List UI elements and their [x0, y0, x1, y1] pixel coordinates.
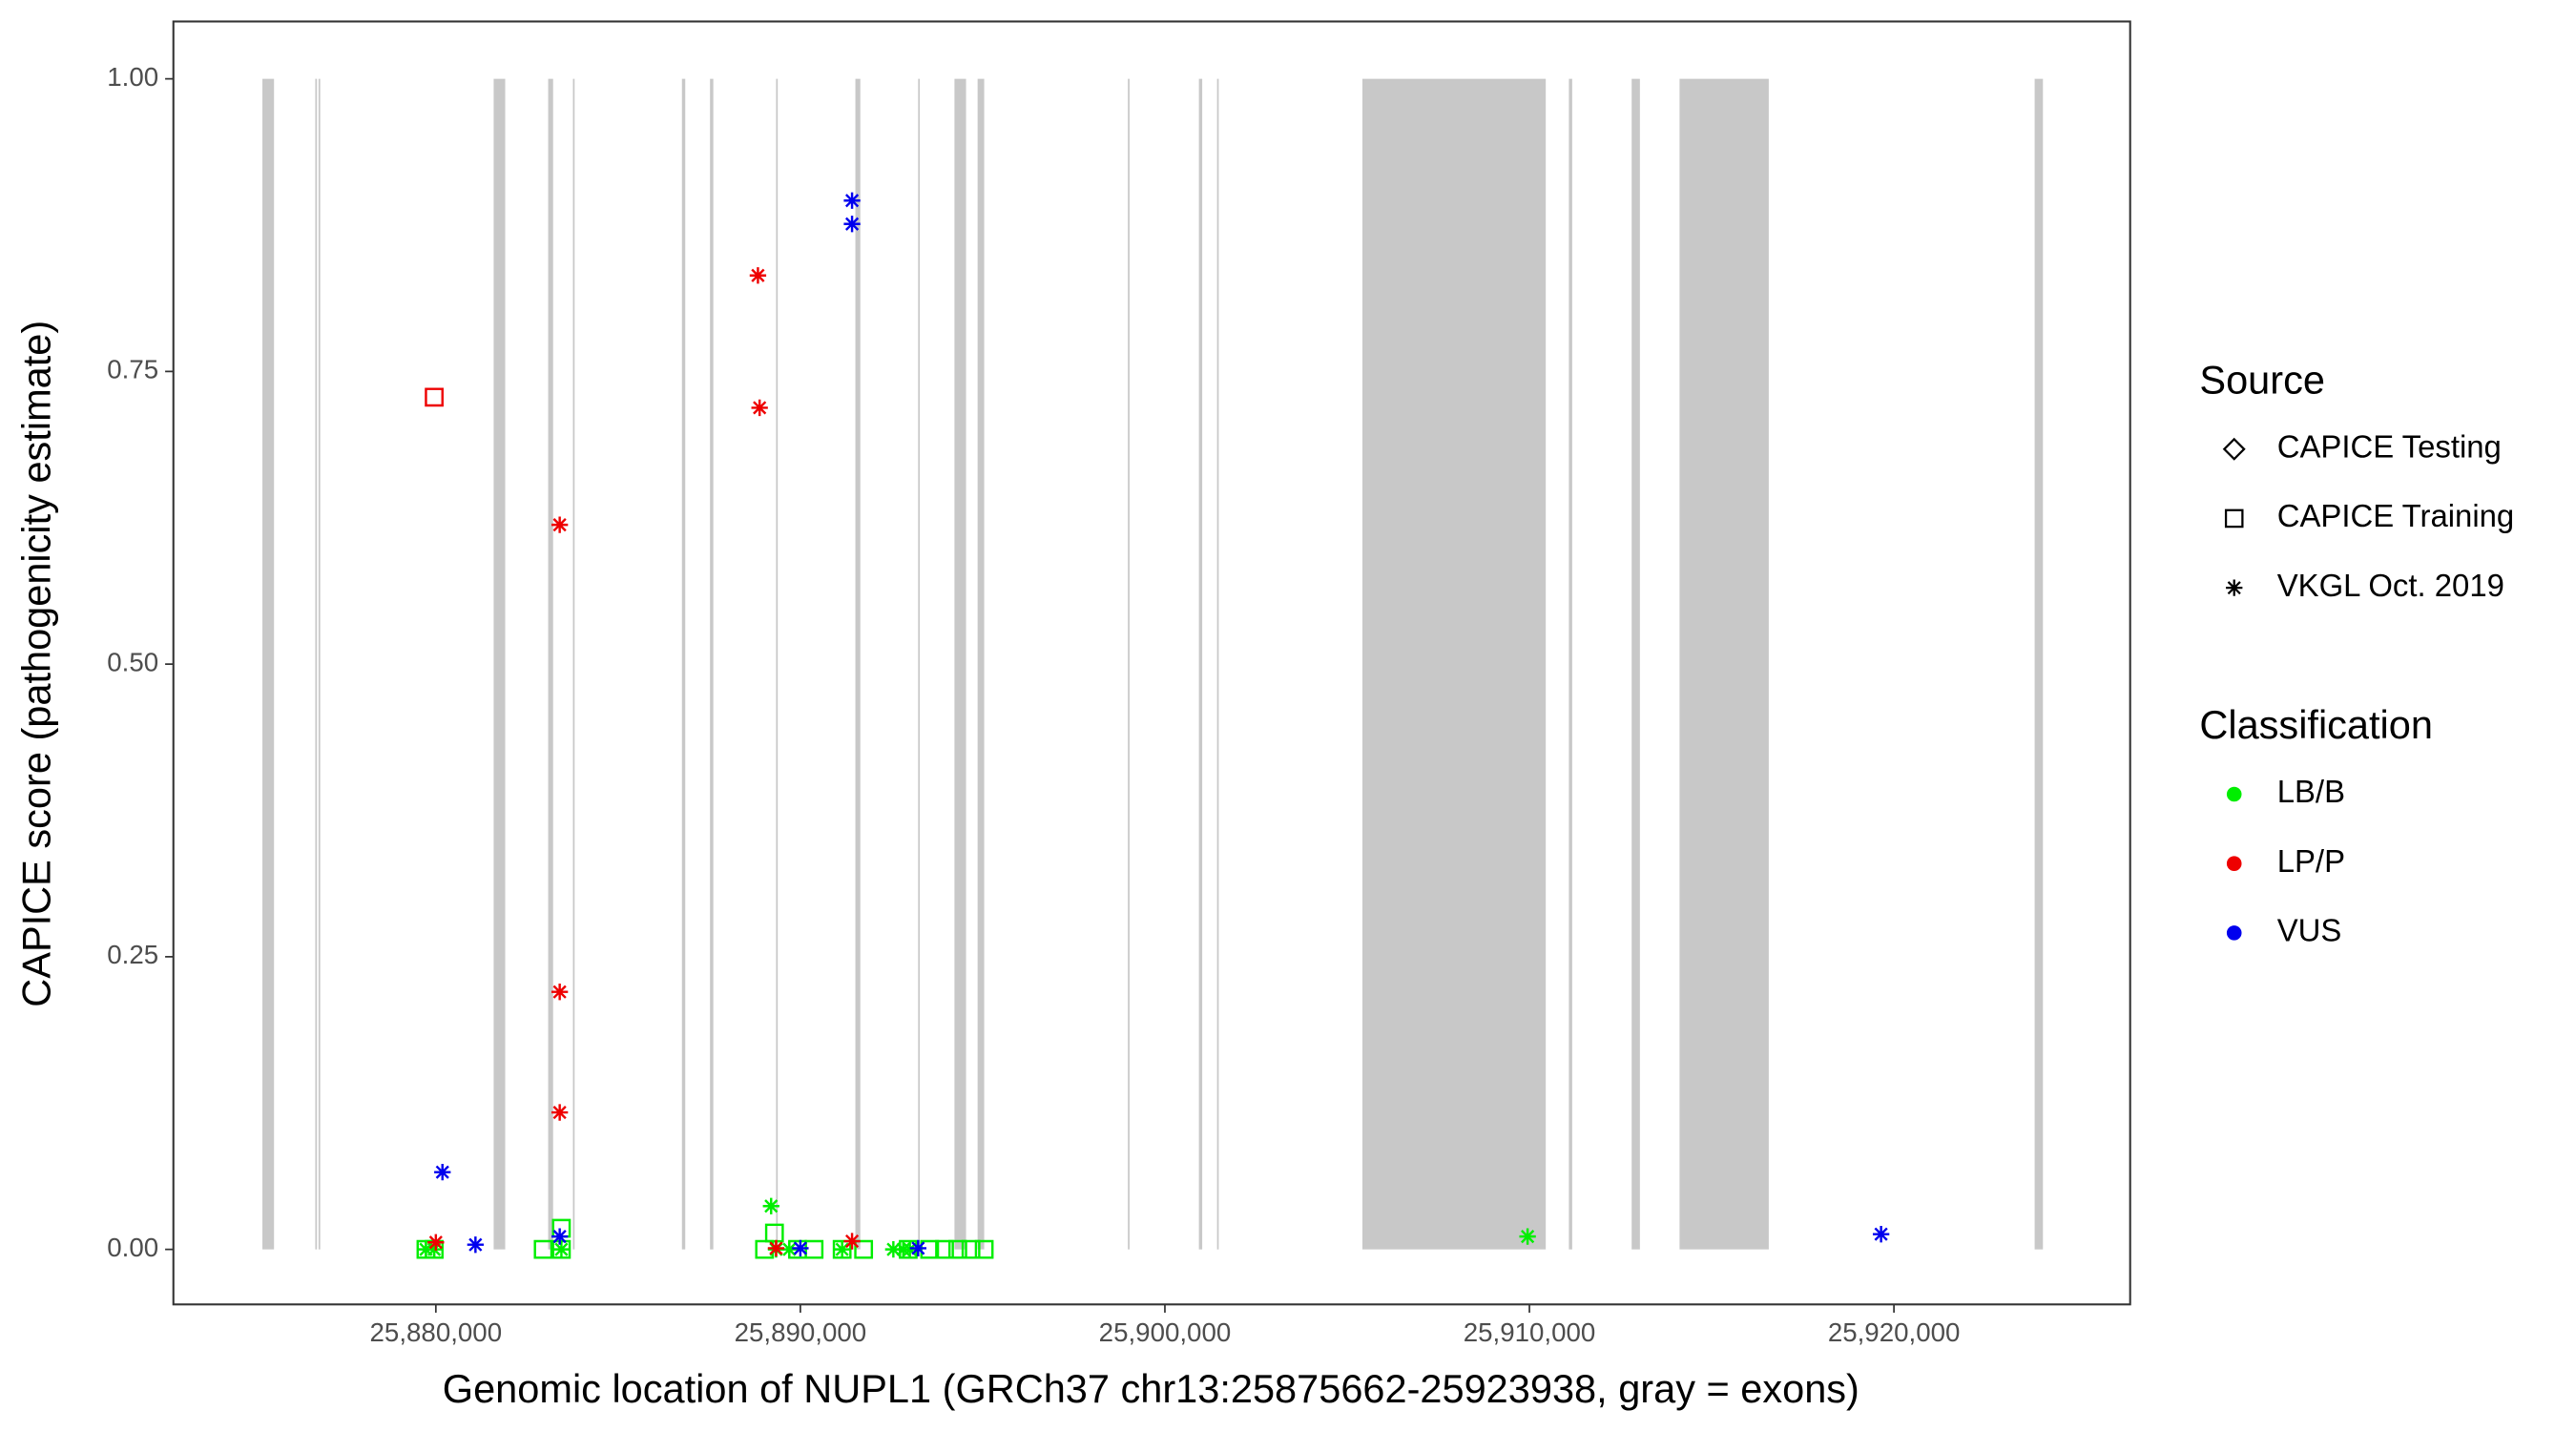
data-point	[1519, 1228, 1536, 1245]
legend-entry: CAPICE Testing	[2277, 428, 2502, 464]
data-point	[551, 1218, 571, 1238]
legend-key	[2226, 925, 2242, 941]
exon	[954, 78, 966, 1250]
data-point	[843, 216, 861, 233]
data-point	[884, 1240, 903, 1258]
legend-entry: LP/P	[2277, 843, 2345, 879]
legend-key	[2222, 437, 2246, 461]
data-point	[1872, 1226, 1890, 1243]
y-tick-label: 0.00	[107, 1233, 158, 1262]
legend-title: Classification	[2199, 702, 2433, 747]
legend-key	[2226, 856, 2242, 871]
exon	[1568, 78, 1572, 1250]
data-point	[902, 1240, 919, 1258]
exon	[1128, 78, 1130, 1250]
exon	[1362, 78, 1547, 1250]
legend-entry: CAPICE Training	[2277, 498, 2515, 533]
y-tick-label: 0.75	[107, 355, 158, 384]
data-point	[467, 1236, 485, 1254]
exon	[2034, 78, 2044, 1250]
exon	[548, 78, 553, 1250]
data-point	[551, 516, 569, 533]
data-point	[974, 1239, 994, 1259]
legend-title: Source	[2199, 358, 2325, 403]
y-tick-label: 1.00	[107, 62, 158, 92]
data-point	[843, 1233, 861, 1250]
x-tick-label: 25,880,000	[370, 1317, 503, 1347]
data-point	[427, 1234, 445, 1251]
data-point	[425, 387, 444, 407]
data-point	[780, 1240, 798, 1258]
exon	[1631, 78, 1640, 1250]
exon	[855, 78, 861, 1250]
data-point	[551, 1228, 569, 1245]
data-point	[792, 1239, 809, 1257]
x-tick-label: 25,910,000	[1464, 1317, 1596, 1347]
exon	[1198, 78, 1203, 1250]
exon	[493, 78, 506, 1250]
exon	[710, 78, 714, 1250]
data-point	[551, 984, 569, 1001]
x-tick-label: 25,920,000	[1828, 1317, 1961, 1347]
exon	[262, 78, 275, 1250]
data-point	[854, 1239, 874, 1259]
data-point	[834, 1240, 851, 1258]
data-point	[909, 1239, 926, 1257]
legend: CAPICE Testing CAPICE Training VKGL Oct. 2…	[2222, 428, 2515, 948]
data-point	[434, 1163, 451, 1181]
exon	[318, 78, 321, 1250]
x-tick-label: 25,900,000	[1099, 1317, 1232, 1347]
exon	[572, 78, 575, 1250]
data-point	[417, 1240, 435, 1258]
legend-entry: VUS	[2277, 913, 2342, 948]
data-point	[551, 1104, 569, 1121]
data-point	[767, 1239, 785, 1257]
exon	[776, 78, 779, 1250]
exon	[315, 78, 318, 1250]
data-point	[426, 1240, 443, 1258]
x-axis-label: Genomic location of NUPL1 (GRCh37 chr13:…	[443, 1366, 1859, 1411]
data-point	[843, 192, 861, 209]
exon	[918, 78, 921, 1250]
data-point	[762, 1197, 779, 1214]
legend-key	[2226, 579, 2243, 596]
data-point	[533, 1239, 553, 1259]
data-point	[552, 1240, 571, 1258]
plot-area	[262, 78, 2044, 1259]
y-axis-label: CAPICE score (pathogenicity estimate)	[14, 321, 59, 1007]
data-point	[751, 399, 768, 417]
legend-entry: LB/B	[2277, 774, 2345, 809]
x-tick-label: 25,890,000	[735, 1317, 867, 1347]
data-point	[764, 1223, 784, 1243]
y-tick-label: 0.25	[107, 940, 158, 969]
panel-border	[172, 20, 2131, 1306]
legend-key	[2224, 508, 2244, 529]
legend-entry: VKGL Oct. 2019	[2277, 568, 2504, 603]
y-tick-label: 0.50	[107, 647, 158, 676]
data-point	[749, 267, 767, 284]
exon	[1679, 78, 1769, 1250]
exon	[1216, 78, 1219, 1250]
exon	[681, 78, 686, 1250]
legend-key	[2226, 786, 2242, 802]
exon	[977, 78, 985, 1250]
